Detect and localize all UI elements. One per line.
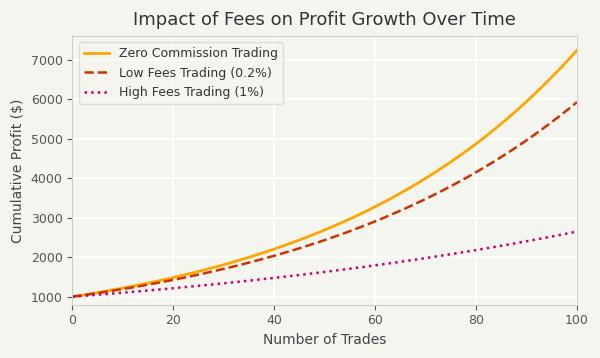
Line: Zero Commission Trading: Zero Commission Trading — [73, 50, 577, 297]
Legend: Zero Commission Trading, Low Fees Trading (0.2%), High Fees Trading (1%): Zero Commission Trading, Low Fees Tradin… — [79, 43, 283, 104]
Low Fees Trading (0.2%) — [371, 219, 379, 223]
Low Fees Trading (0.2%) — [422, 197, 429, 201]
Zero Commission Trading — [301, 236, 308, 240]
Zero Commission Trading — [69, 295, 76, 299]
High Fees Trading (1%) — [301, 272, 308, 276]
Line: High Fees Trading (1%): High Fees Trading (1%) — [73, 232, 577, 297]
Low Fees Trading (0.2%) — [574, 100, 581, 104]
High Fees Trading (1%) — [371, 263, 379, 267]
High Fees Trading (1%) — [574, 229, 581, 234]
Low Fees Trading (0.2%) — [195, 272, 202, 277]
Y-axis label: Cumulative Profit ($): Cumulative Profit ($) — [11, 98, 25, 243]
Low Fees Trading (0.2%) — [447, 184, 454, 188]
Zero Commission Trading — [447, 160, 454, 164]
Zero Commission Trading — [574, 48, 581, 52]
High Fees Trading (1%) — [195, 284, 202, 288]
X-axis label: Number of Trades: Number of Trades — [263, 333, 386, 347]
High Fees Trading (1%) — [422, 256, 429, 260]
Title: Impact of Fees on Profit Growth Over Time: Impact of Fees on Profit Growth Over Tim… — [133, 11, 516, 29]
Zero Commission Trading — [422, 176, 429, 180]
Low Fees Trading (0.2%) — [69, 295, 76, 299]
High Fees Trading (1%) — [104, 292, 112, 296]
High Fees Trading (1%) — [69, 295, 76, 299]
Zero Commission Trading — [371, 204, 379, 209]
Line: Low Fees Trading (0.2%): Low Fees Trading (0.2%) — [73, 102, 577, 297]
Zero Commission Trading — [195, 269, 202, 274]
Low Fees Trading (0.2%) — [104, 289, 112, 294]
Zero Commission Trading — [104, 289, 112, 293]
Low Fees Trading (0.2%) — [301, 245, 308, 249]
High Fees Trading (1%) — [447, 252, 454, 256]
